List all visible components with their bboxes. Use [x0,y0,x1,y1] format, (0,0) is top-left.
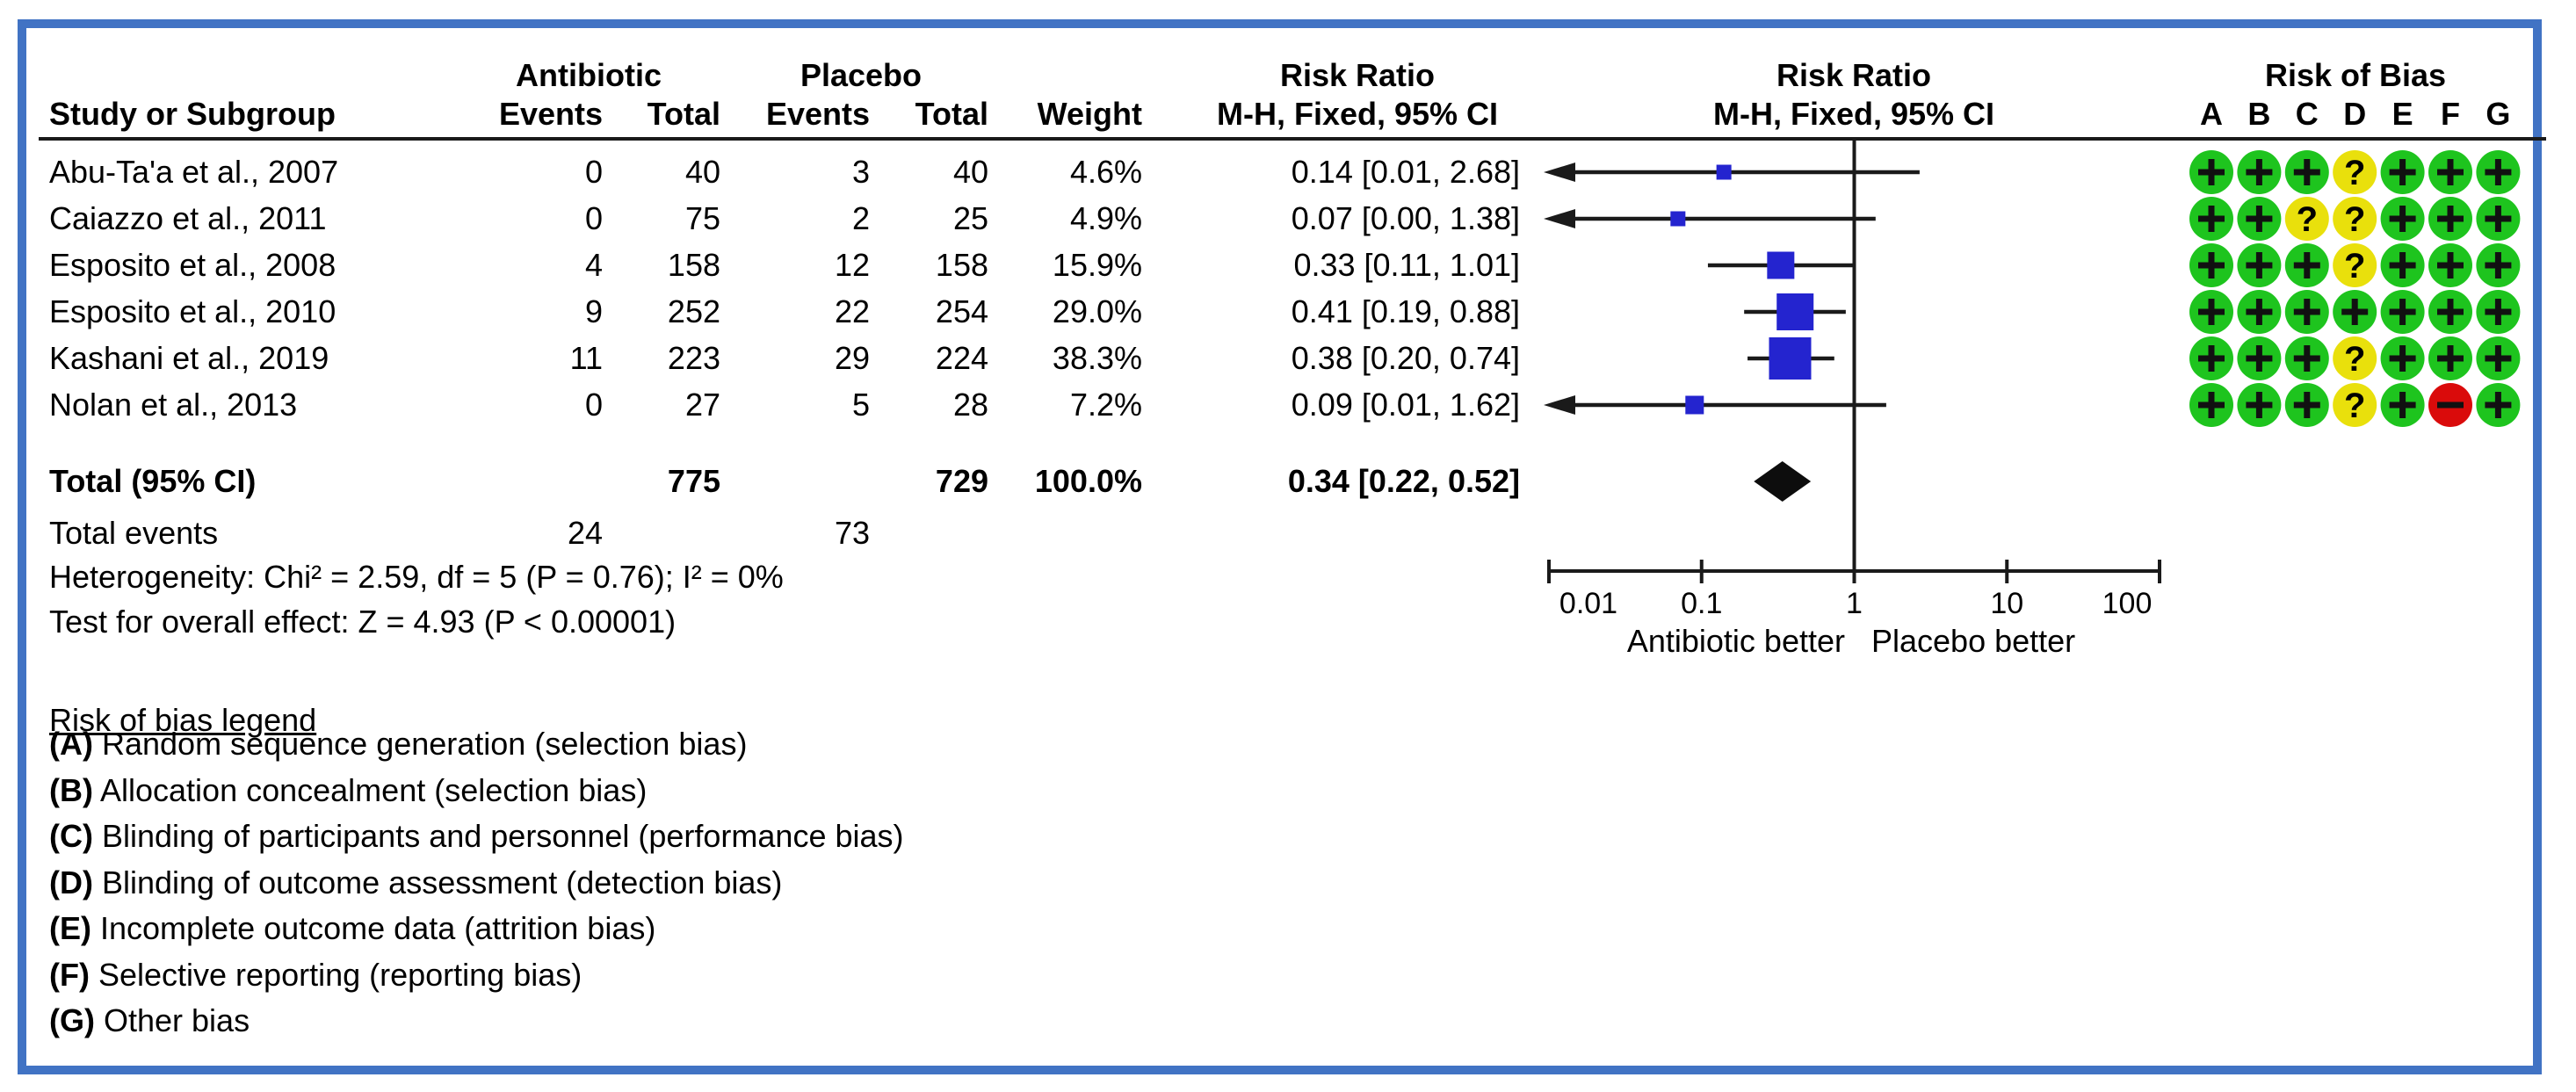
cell-total-antibiotic: 158 [667,247,720,283]
overall-effect-stat: Test for overall effect: Z = 4.93 (P < 0… [49,604,677,640]
cell-weight: 4.9% [1069,200,1142,236]
legend-item: (G) Other bias [49,998,250,1044]
col-header-weight: Weight [1037,96,1142,132]
cell-total-placebo: 254 [935,293,988,329]
cell-risk-ratio: 0.09 [0.01, 1.62] [1291,387,1520,423]
rob-col-letter: C [2295,96,2319,132]
cell-events-antibiotic: 9 [584,293,603,329]
cell-risk-ratio: 0.07 [0.00, 1.38] [1291,200,1520,236]
cell-weight: 4.6% [1069,154,1142,190]
cell-events-antibiotic: 4 [584,247,603,283]
cell-risk-ratio: 0.33 [0.11, 1.01] [1293,247,1520,283]
cell-total-placebo: 25 [952,200,988,236]
total-events-label: Total events [49,515,219,551]
col-header-total-antibiotic: Total [647,96,720,132]
cell-total-antibiotic: 27 [684,387,720,423]
risk-of-bias-legend-title: Risk of bias legend [49,702,317,738]
cell-total-placebo: 40 [952,154,988,190]
cell-weight: 15.9% [1052,247,1142,283]
legend-item-text: Allocation concealment (selection bias) [92,771,648,808]
col-header-risk-ratio-plot: Risk Ratio [1776,57,1932,93]
cell-events-antibiotic: 0 [584,200,603,236]
legend-item: (C) Blinding of participants and personn… [49,814,904,859]
total-risk-ratio: 0.34 [0.22, 0.52] [1287,463,1520,499]
cell-weight: 7.2% [1069,387,1142,423]
legend-item-text: Blinding of outcome assessment (detectio… [92,864,783,900]
study-name: Esposito et al., 2008 [49,247,336,283]
cell-total-placebo: 158 [935,247,988,283]
col-header-rr-method-plot: M-H, Fixed, 95% CI [1712,96,1995,132]
rob-col-letter: E [2391,96,2413,132]
col-header-placebo-group: Placebo [800,57,923,93]
col-header-risk-ratio-text: Risk Ratio [1279,57,1436,93]
study-name: Caiazzo et al., 2011 [49,200,327,236]
col-header-study: Study or Subgroup [49,96,336,132]
cell-events-antibiotic: 0 [584,387,603,423]
col-header-events-antibiotic: Events [498,96,603,132]
cell-total-placebo: 224 [935,340,988,376]
legend-item-text: Incomplete outcome data (attrition bias) [91,910,656,946]
cell-events-antibiotic: 0 [584,154,603,190]
cell-events-placebo: 5 [851,387,870,423]
figure-border [18,19,2542,1074]
legend-item-key: (A) [49,726,93,762]
total-events-antibiotic: 24 [567,515,603,551]
study-name: Kashani et al., 2019 [49,340,329,376]
col-header-rr-method-text: M-H, Fixed, 95% CI [1216,96,1499,132]
rob-col-letter: F [2441,96,2460,132]
total-events-placebo: 73 [834,515,870,551]
cell-total-antibiotic: 75 [684,200,720,236]
cell-total-antibiotic: 40 [684,154,720,190]
legend-item-key: (E) [49,910,91,946]
col-header-events-placebo: Events [765,96,870,132]
legend-item: (F) Selective reporting (reporting bias) [49,952,582,998]
rob-col-letter: G [2486,96,2511,132]
study-name: Esposito et al., 2010 [49,293,336,329]
legend-item-key: (D) [49,864,93,900]
total-weight: 100.0% [1034,463,1142,499]
legend-item-key: (C) [49,818,93,854]
rob-col-letter: B [2247,96,2271,132]
cell-events-placebo: 2 [851,200,870,236]
col-header-antibiotic-group: Antibiotic [516,57,662,93]
cell-total-placebo: 28 [952,387,988,423]
heterogeneity-stat: Heterogeneity: Chi² = 2.59, df = 5 (P = … [49,559,784,595]
legend-item-text: Other bias [94,1002,250,1038]
total-placebo: 729 [935,463,988,499]
legend-item: (E) Incomplete outcome data (attrition b… [49,906,655,951]
legend-item-key: (G) [49,1002,95,1038]
rob-col-letter: A [2200,96,2223,132]
study-name: Nolan et al., 2013 [49,387,298,423]
cell-total-antibiotic: 252 [667,293,720,329]
legend-item-text: Random sequence generation (selection bi… [92,726,748,762]
total-row-label: Total (95% CI) [49,463,257,499]
legend-item-text: Blinding of participants and personnel (… [92,818,904,854]
study-name: Abu-Ta'a et al., 2007 [49,154,339,190]
cell-events-placebo: 12 [834,247,870,283]
legend-item-text: Selective reporting (reporting bias) [89,956,582,993]
col-header-risk-of-bias: Risk of Bias [2264,57,2447,93]
legend-item: (B) Allocation concealment (selection bi… [49,768,647,814]
legend-item-key: (F) [49,956,90,993]
rob-col-letter: D [2343,96,2367,132]
legend-item: (A) Random sequence generation (selectio… [49,721,747,767]
cell-events-placebo: 22 [834,293,870,329]
cell-risk-ratio: 0.14 [0.01, 2.68] [1291,154,1520,190]
cell-weight: 29.0% [1052,293,1142,329]
header-rule [39,137,2546,141]
cell-risk-ratio: 0.41 [0.19, 0.88] [1291,293,1520,329]
col-header-total-placebo: Total [915,96,988,132]
legend-item: (D) Blinding of outcome assessment (dete… [49,860,782,906]
total-antibiotic: 775 [667,463,720,499]
cell-total-antibiotic: 223 [667,340,720,376]
legend-item-key: (B) [49,771,93,808]
cell-events-antibiotic: 11 [569,340,603,376]
cell-events-placebo: 3 [851,154,870,190]
cell-risk-ratio: 0.38 [0.20, 0.74] [1291,340,1520,376]
cell-weight: 38.3% [1052,340,1142,376]
cell-events-placebo: 29 [834,340,870,376]
